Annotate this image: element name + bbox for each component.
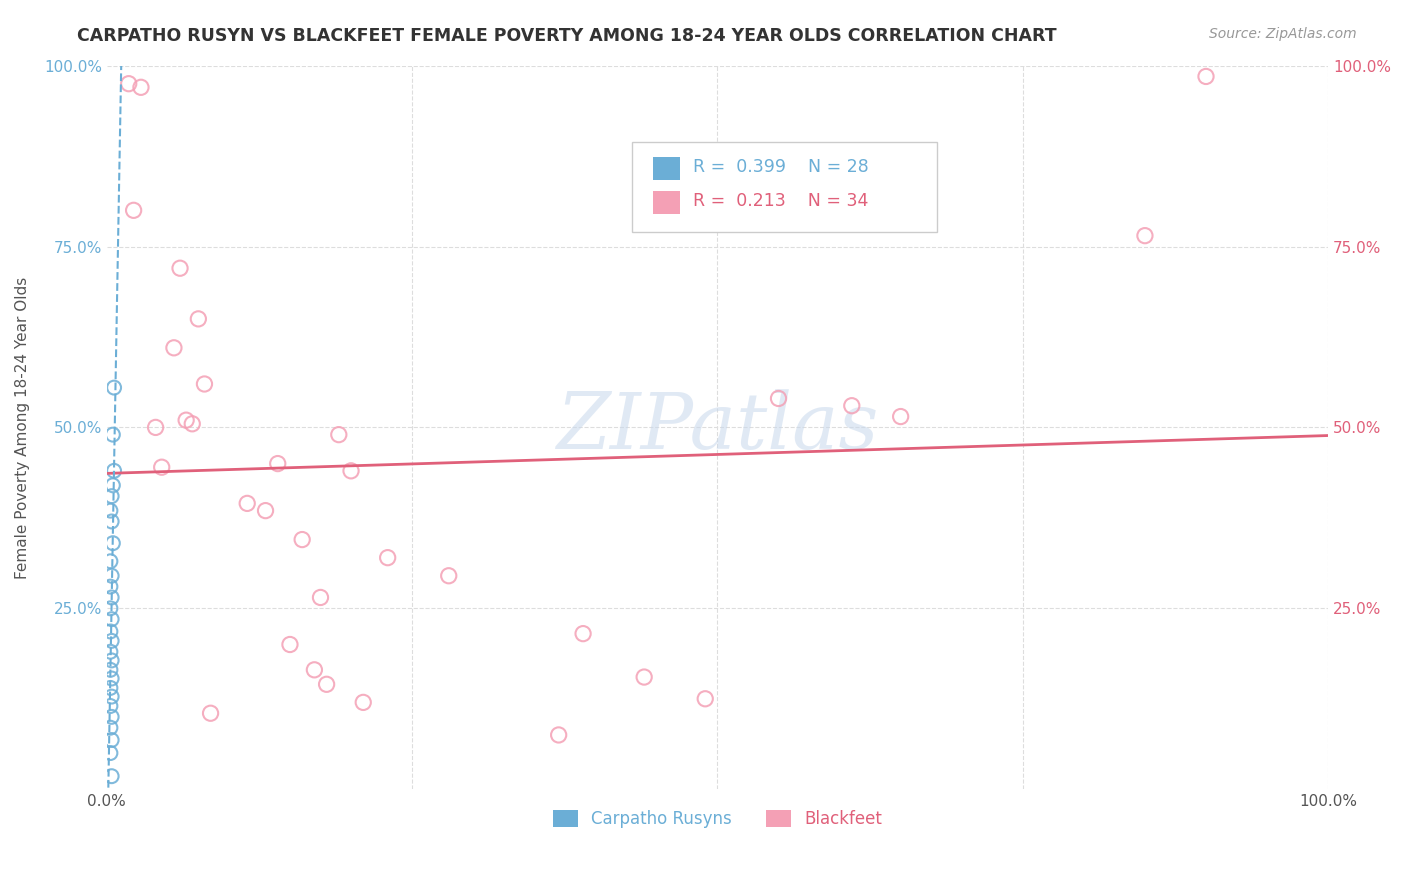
Point xyxy=(291,533,314,547)
Point xyxy=(100,721,122,735)
Point xyxy=(1195,70,1218,84)
Point xyxy=(254,503,277,517)
Point xyxy=(129,80,152,95)
Point xyxy=(101,478,124,492)
Point xyxy=(100,554,122,568)
Point xyxy=(101,536,124,550)
Point xyxy=(145,420,167,434)
Text: CARPATHO RUSYN VS BLACKFEET FEMALE POVERTY AMONG 18-24 YEAR OLDS CORRELATION CHA: CARPATHO RUSYN VS BLACKFEET FEMALE POVER… xyxy=(77,27,1057,45)
Point xyxy=(768,392,790,406)
Text: R =  0.213    N = 34: R = 0.213 N = 34 xyxy=(693,192,869,210)
Point xyxy=(100,672,122,686)
Point xyxy=(100,612,122,626)
Point xyxy=(100,690,122,704)
Point xyxy=(100,624,122,639)
Text: R =  0.399    N = 28: R = 0.399 N = 28 xyxy=(693,158,869,176)
Point xyxy=(100,663,122,677)
Point xyxy=(309,591,332,605)
Point xyxy=(304,663,326,677)
Point xyxy=(100,591,122,605)
Point xyxy=(315,677,337,691)
Point xyxy=(100,601,122,615)
Y-axis label: Female Poverty Among 18-24 Year Olds: Female Poverty Among 18-24 Year Olds xyxy=(15,277,30,579)
Legend: Carpatho Rusyns, Blackfeet: Carpatho Rusyns, Blackfeet xyxy=(547,804,889,835)
FancyBboxPatch shape xyxy=(631,142,938,232)
Point xyxy=(377,550,399,565)
Point xyxy=(236,496,259,510)
Point xyxy=(100,489,122,503)
Point xyxy=(181,417,204,431)
Point xyxy=(100,769,122,783)
Point xyxy=(100,568,122,582)
Point xyxy=(100,633,122,648)
Point xyxy=(100,580,122,594)
Point xyxy=(437,568,460,582)
Point xyxy=(169,261,191,276)
Point xyxy=(695,691,717,706)
Point xyxy=(174,413,197,427)
Point xyxy=(100,710,122,724)
Point xyxy=(122,203,145,218)
Point xyxy=(150,460,173,475)
Point xyxy=(100,733,122,747)
Point xyxy=(200,706,222,721)
Point xyxy=(193,376,215,391)
Point xyxy=(1133,228,1156,243)
Point xyxy=(100,515,122,529)
Point xyxy=(100,681,122,695)
Point xyxy=(890,409,912,424)
Point xyxy=(267,457,290,471)
Text: Source: ZipAtlas.com: Source: ZipAtlas.com xyxy=(1209,27,1357,41)
Point xyxy=(100,503,122,517)
Text: ZIPatlas: ZIPatlas xyxy=(557,389,879,466)
Point xyxy=(100,698,122,713)
Point xyxy=(118,77,141,91)
Point xyxy=(278,638,301,652)
Point xyxy=(103,381,125,395)
FancyBboxPatch shape xyxy=(652,157,679,180)
Point xyxy=(352,695,374,709)
Point xyxy=(841,399,863,413)
Point xyxy=(163,341,186,355)
Point xyxy=(100,653,122,667)
Point xyxy=(572,626,595,640)
Point xyxy=(100,645,122,659)
Point xyxy=(101,427,124,442)
Point xyxy=(340,464,363,478)
Point xyxy=(100,746,122,760)
Point xyxy=(103,464,125,478)
Point xyxy=(633,670,655,684)
Point xyxy=(328,427,350,442)
Point xyxy=(547,728,569,742)
Point xyxy=(187,311,209,326)
FancyBboxPatch shape xyxy=(652,191,679,214)
